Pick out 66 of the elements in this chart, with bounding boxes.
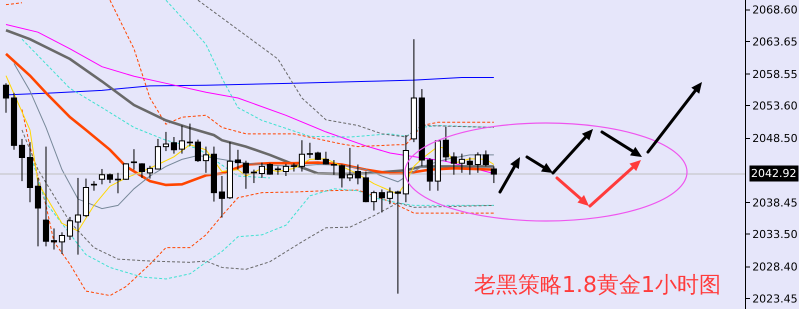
candlestick [98,168,106,185]
line-series [21,109,494,296]
candlestick [338,164,345,188]
candlestick [458,153,465,174]
candlestick [106,172,114,184]
candlestick [202,146,209,174]
candlestick [42,146,50,247]
candlestick [138,162,146,178]
y-tick-label: 2063.65 [752,35,798,48]
candlestick [394,190,401,294]
candlestick [34,177,42,247]
line-series [14,62,494,210]
candlestick [306,142,313,159]
candlestick [114,172,122,194]
candlestick [130,148,138,170]
candlestick [122,162,130,180]
candlestick [426,158,433,192]
candlestick [154,138,162,170]
candlestick [354,164,361,185]
y-tick-label: 2053.60 [752,100,798,113]
candlestick [490,166,497,184]
candlestick [50,228,58,250]
y-tick-label: 2048.50 [752,132,798,146]
annotation: 老黑策略1.8黄金1小时图 [474,273,721,298]
candlestick [474,152,481,174]
y-tick-label: 2038.45 [752,196,798,210]
y-tick-label: 2068.60 [752,4,798,17]
candlestick [298,140,305,172]
candlestick [362,171,369,203]
y-tick-label: 2028.40 [752,260,798,274]
candlestick [74,177,82,256]
candlestick [378,188,385,213]
candlestick [282,163,289,177]
candlestick [466,156,473,176]
candlestick [18,138,26,182]
candlestick [58,232,66,255]
candlestick [186,123,194,146]
candlestick [2,82,10,114]
line-series [21,129,494,270]
y-tick-label: 2023.45 [752,292,798,306]
candlestick [66,216,74,240]
candlestick [194,139,202,162]
candlestick [482,150,489,167]
candlestick [322,151,329,166]
candlestick [370,190,377,212]
candlestick [218,176,225,218]
candlestick [258,162,265,178]
candlestick [146,165,154,180]
line-series [109,0,494,148]
y-tick-label: 2033.50 [752,228,798,242]
candlestick [170,136,178,154]
candlestick [450,152,457,176]
candlestick [346,147,353,182]
candlestick [162,131,170,152]
line-series [21,38,270,178]
candlestick [234,149,241,170]
ref-line-label: 2042.92 [751,167,796,180]
candlestick [242,160,249,190]
candlestick [330,160,337,176]
candlestick [442,126,449,162]
candlestick [250,169,257,184]
candlestick [386,187,393,205]
candlestick [90,180,98,192]
line-series [6,75,494,232]
candlestick [178,125,186,154]
y-tick-label: 2058.55 [752,68,798,81]
